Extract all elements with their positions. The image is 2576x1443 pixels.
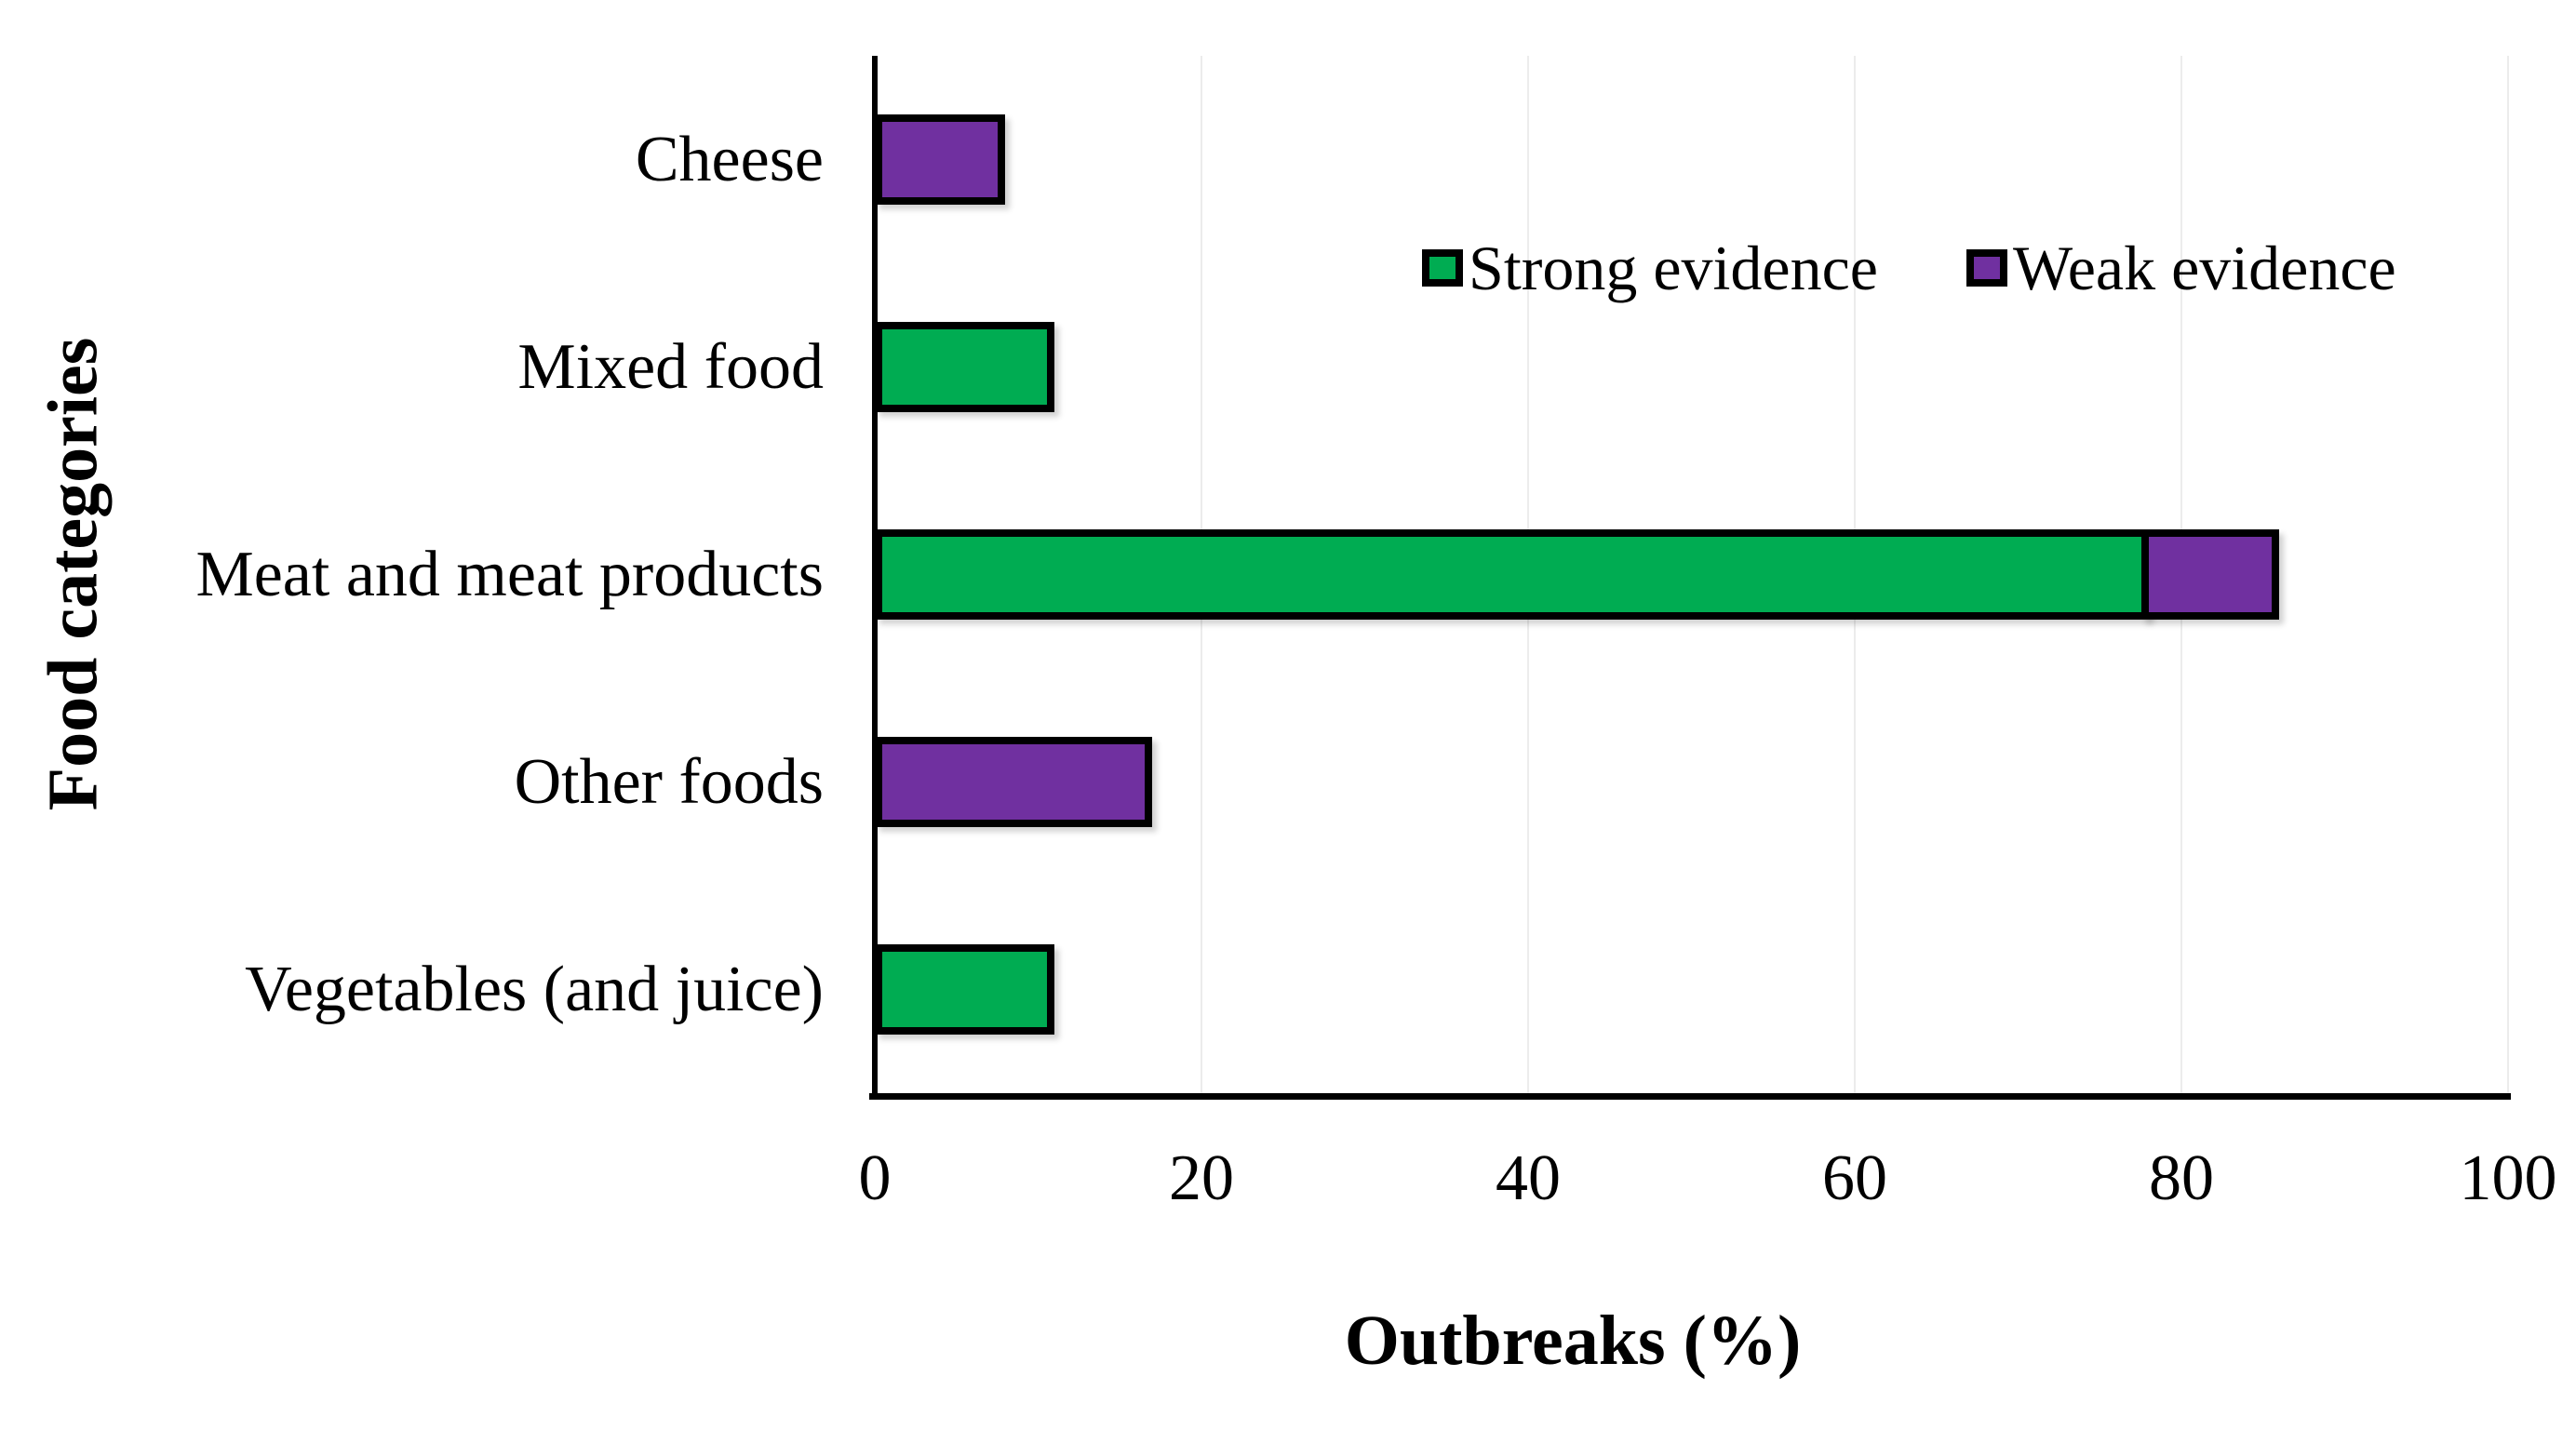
x-tick-label-80: 80	[2149, 1142, 2214, 1214]
category-label-4: Vegetables (and juice)	[245, 954, 824, 1025]
legend-swatch-icon	[1966, 249, 2007, 287]
x-tick-label-60: 60	[1822, 1142, 1887, 1214]
x-tick-label-40: 40	[1496, 1142, 1561, 1214]
legend-label: Strong evidence	[1469, 233, 1878, 303]
x-tick-label-0: 0	[858, 1142, 892, 1214]
legend: Strong evidence Weak evidence	[1422, 231, 2396, 305]
category-label-3: Other foods	[514, 746, 824, 818]
bar-row-2	[875, 471, 2508, 678]
bar-segment-strong-evidence	[875, 944, 1055, 1035]
x-tick-label-20: 20	[1169, 1142, 1234, 1214]
legend-item-strong-evidence: Strong evidence	[1422, 231, 1878, 305]
category-label-0: Cheese	[635, 124, 824, 195]
bar-segment-strong-evidence	[875, 322, 1055, 412]
gridline-x-100	[2507, 56, 2509, 1093]
bar-segment-strong-evidence	[875, 529, 2149, 620]
x-tick-label-100: 100	[2459, 1142, 2557, 1214]
legend-item-weak-evidence: Weak evidence	[1966, 231, 2396, 305]
bar-row-0	[875, 56, 2508, 263]
y-axis-line	[872, 56, 878, 1100]
bar-row-1	[875, 263, 2508, 471]
bar-segment-weak-evidence	[875, 737, 1153, 827]
bar-segment-weak-evidence	[2140, 529, 2280, 620]
bar-segment-weak-evidence	[875, 114, 1006, 205]
bar-row-4	[875, 886, 2508, 1093]
category-label-2: Meat and meat products	[195, 539, 824, 610]
legend-swatch-icon	[1422, 249, 1463, 287]
x-axis-title: Outbreaks (%)	[1344, 1302, 1802, 1380]
category-label-1: Mixed food	[517, 331, 824, 403]
bar-row-3	[875, 678, 2508, 886]
x-axis-line	[869, 1093, 2511, 1100]
plot-area	[875, 56, 2509, 1093]
legend-label: Weak evidence	[2012, 233, 2396, 303]
